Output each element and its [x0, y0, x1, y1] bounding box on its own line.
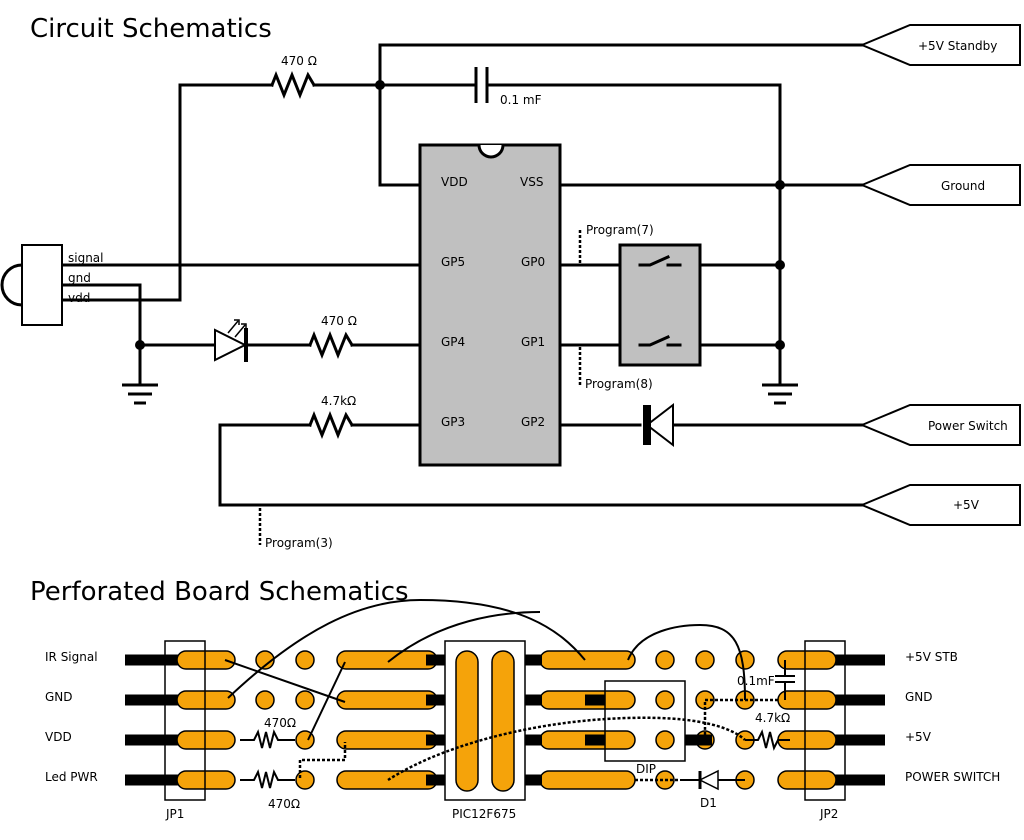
svg-text:+5V: +5V — [953, 498, 980, 512]
ground-icon-left — [122, 383, 158, 405]
svg-text:+5V STB: +5V STB — [905, 650, 958, 664]
svg-text:VSS: VSS — [520, 175, 543, 189]
dip-box: DIP — [585, 680, 712, 776]
connector-ground: Ground — [859, 164, 1021, 206]
svg-text:signal: signal — [68, 251, 104, 265]
pic-ic: VDD VSS GP5 GP0 GP4 GP1 GP3 GP2 — [418, 143, 562, 467]
connector-power-switch: Power Switch — [859, 404, 1021, 446]
program-labels: Program(7) Program(8) Program(3) — [258, 223, 654, 550]
svg-text:GP2: GP2 — [521, 415, 545, 429]
svg-text:JP2: JP2 — [819, 807, 838, 821]
svg-text:Power Switch: Power Switch — [928, 419, 1008, 433]
svg-text:Program(3): Program(3) — [265, 536, 333, 550]
diode-icon — [643, 402, 674, 448]
svg-text:GP1: GP1 — [521, 335, 545, 349]
connector-5v-standby: +5V Standby — [859, 24, 1021, 66]
svg-text:POWER SWITCH: POWER SWITCH — [905, 770, 1000, 784]
board-wires — [224, 598, 795, 791]
svg-text:GP5: GP5 — [441, 255, 465, 269]
svg-text:+5V Standby: +5V Standby — [918, 39, 997, 53]
svg-text:DIP: DIP — [636, 762, 656, 776]
svg-text:GP0: GP0 — [521, 255, 545, 269]
junction-dots — [135, 80, 785, 350]
board-title: Perforated Board Schematics — [30, 577, 409, 607]
pic-socket: PIC12F675 — [444, 640, 526, 821]
svg-text:Program(8): Program(8) — [585, 377, 653, 391]
board-left-labels: IR Signal GND VDD Led PWR — [45, 650, 98, 784]
svg-text:Ground: Ground — [941, 179, 985, 193]
board-right-labels: +5V STB GND +5V POWER SWITCH — [905, 650, 1000, 784]
svg-text:IR Signal: IR Signal — [45, 650, 98, 664]
svg-text:4.7kΩ: 4.7kΩ — [321, 394, 356, 408]
resistor-top: 470 Ω — [270, 54, 317, 100]
svg-text:0.1mF: 0.1mF — [737, 674, 775, 688]
led-icon — [214, 319, 248, 362]
connector-5v: +5V — [859, 484, 1021, 526]
svg-text:GP3: GP3 — [441, 415, 465, 429]
circuit-title: Circuit Schematics — [30, 14, 272, 44]
svg-text:4.7kΩ: 4.7kΩ — [755, 711, 790, 725]
svg-text:0.1 mF: 0.1 mF — [500, 93, 542, 107]
svg-text:470 Ω: 470 Ω — [321, 314, 357, 328]
svg-text:470Ω: 470Ω — [268, 797, 300, 811]
svg-text:GND: GND — [45, 690, 73, 704]
jp1-header: JP1 — [164, 640, 206, 821]
ir-sensor: signal gnd vdd — [0, 244, 104, 326]
svg-text:VDD: VDD — [441, 175, 468, 189]
capacitor: 0.1 mF — [474, 67, 542, 107]
svg-text:D1: D1 — [700, 796, 717, 810]
svg-text:Program(7): Program(7) — [586, 223, 654, 237]
resistor-led: 470 Ω — [308, 314, 357, 360]
svg-text:vdd: vdd — [68, 291, 90, 305]
svg-text:+5V: +5V — [905, 730, 932, 744]
ground-icon-right — [762, 383, 798, 405]
svg-text:Led PWR: Led PWR — [45, 770, 98, 784]
svg-text:470 Ω: 470 Ω — [281, 54, 317, 68]
board-component-labels: 470Ω 470Ω 4.7kΩ 0.1mF D1 — [264, 674, 790, 811]
svg-text:GP4: GP4 — [441, 335, 465, 349]
jp2-header: JP2 — [804, 640, 846, 821]
svg-text:JP1: JP1 — [165, 807, 184, 821]
svg-text:VDD: VDD — [45, 730, 72, 744]
svg-text:GND: GND — [905, 690, 933, 704]
board-dashed-wires — [298, 698, 780, 782]
resistor-gp3: 4.7kΩ — [308, 394, 356, 440]
svg-text:470Ω: 470Ω — [264, 716, 296, 730]
svg-text:PIC12F675: PIC12F675 — [452, 807, 516, 821]
svg-text:gnd: gnd — [68, 271, 91, 285]
dip-switch-block — [618, 243, 702, 367]
